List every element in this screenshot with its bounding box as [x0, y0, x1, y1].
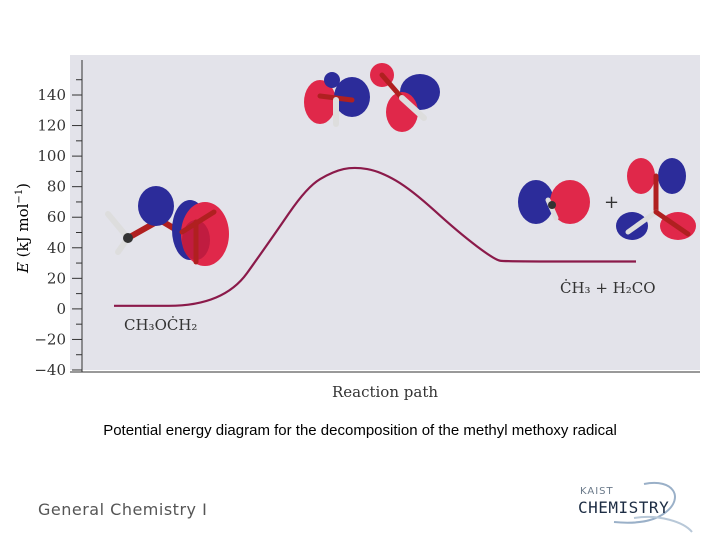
y-ticks: 140 120 100 80 60 40 20 0 −20 −40	[34, 79, 82, 379]
y-tick-label: 140	[37, 86, 66, 104]
course-footer: General Chemistry I	[38, 500, 208, 519]
reactant-orbital-illustration	[105, 186, 229, 266]
y-axis-label-symbol: E	[14, 262, 32, 274]
plus-sign: +	[604, 192, 619, 213]
figure-caption: Potential energy diagram for the decompo…	[103, 422, 617, 439]
logo-swoosh-icon	[613, 481, 693, 533]
y-tick-label: −20	[34, 330, 66, 348]
logo-line-2: CHEMISTRY	[578, 498, 670, 517]
y-tick-label: 20	[47, 269, 66, 287]
y-tick-label: 60	[47, 208, 66, 226]
y-tick-label: −40	[34, 361, 66, 379]
transition-state-orbital-illustration	[304, 63, 440, 132]
y-tick-label: 80	[47, 178, 66, 196]
y-axis-label-unit: (kJ mol	[14, 203, 32, 262]
y-tick-label: 0	[56, 300, 66, 318]
formaldehyde-orbital-illustration	[616, 158, 696, 240]
y-tick-label: 40	[47, 239, 66, 257]
y-axis-label-exponent: −1	[14, 189, 25, 204]
x-axis-label: Reaction path	[332, 383, 438, 401]
kaist-chemistry-logo: KAIST CHEMISTRY	[574, 478, 700, 534]
reactant-label: CH₃OĊH₂	[124, 316, 197, 334]
y-tick-label: 100	[37, 147, 66, 165]
y-axis-label-close: )	[14, 183, 32, 189]
y-axis-label: E (kJ mol−1)	[14, 183, 32, 274]
logo-line-1: KAIST	[580, 486, 614, 497]
y-tick-label: 120	[37, 117, 66, 135]
energy-curve-series	[114, 166, 636, 307]
products-label: ĊH₃ + H₂CO	[560, 279, 656, 297]
methyl-orbital-illustration	[518, 180, 590, 224]
plot-background	[70, 55, 700, 370]
